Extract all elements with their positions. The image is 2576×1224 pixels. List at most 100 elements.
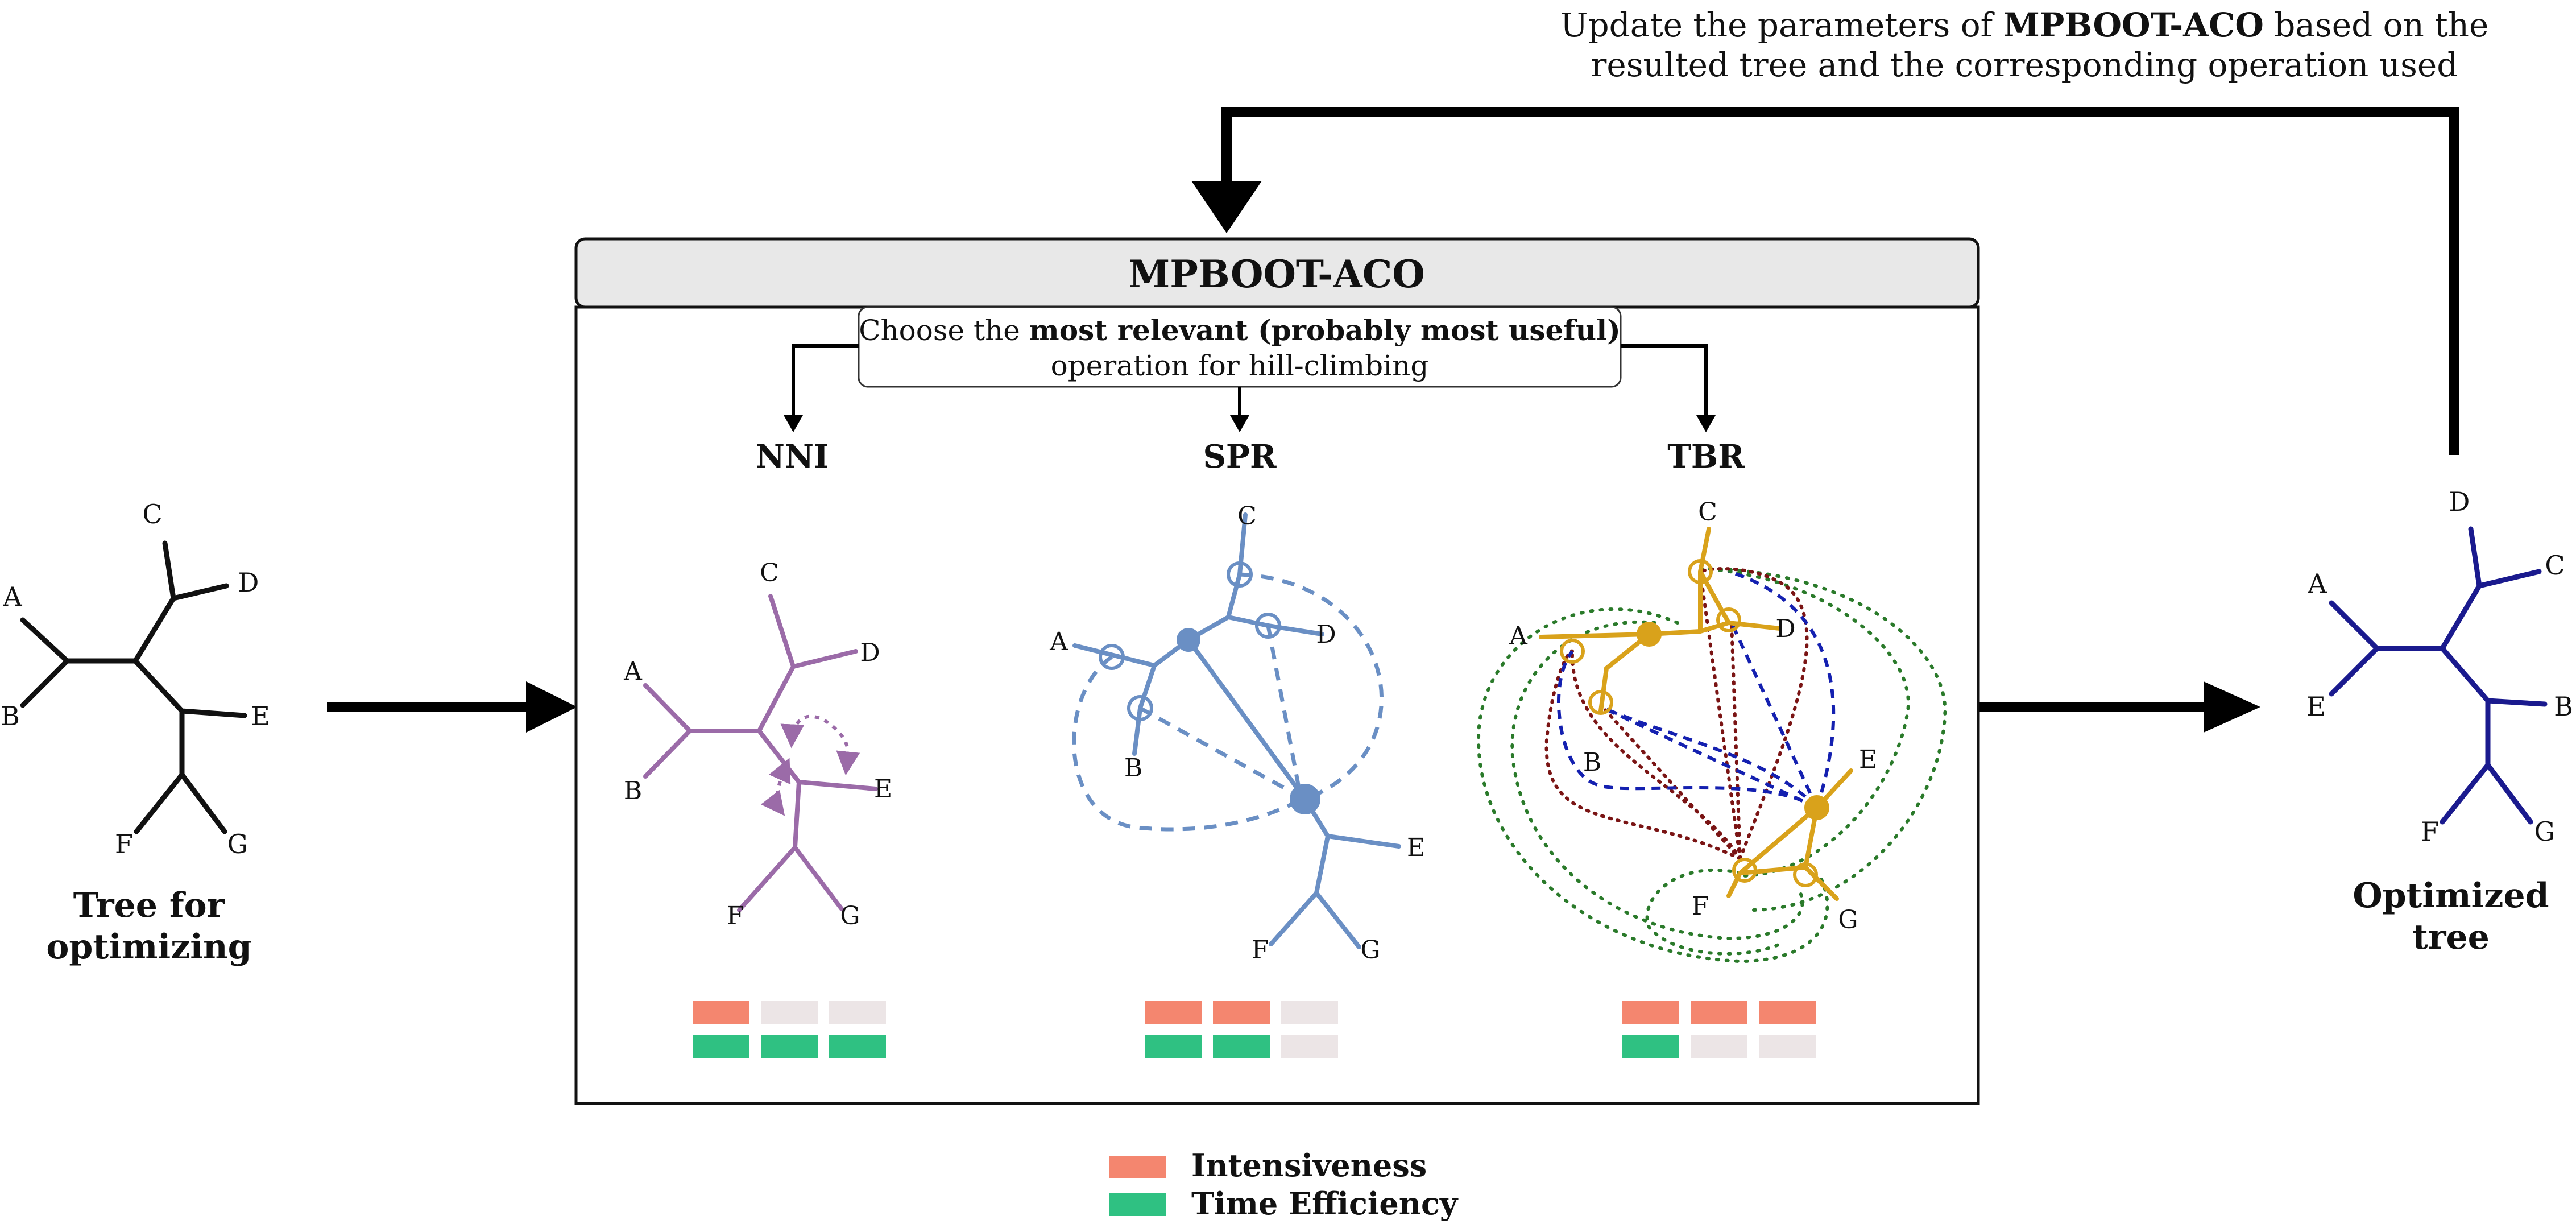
nni-leaf-label: E	[874, 775, 892, 804]
feedback-text-line2: resulted tree and the corresponding oper…	[1591, 46, 2458, 84]
nni-intensiveness-segment	[829, 1001, 886, 1024]
spr-leaf-label: G	[1360, 936, 1380, 965]
flow-arrows	[327, 681, 2260, 733]
spr-candidate-node	[1255, 613, 1281, 639]
input-leaf-label: B	[1, 701, 20, 731]
input-arrow-head	[526, 681, 577, 733]
nni-intensiveness-segment	[761, 1001, 818, 1024]
tbr-green-path	[1510, 620, 1804, 941]
branch-arrow-nni	[792, 344, 859, 418]
spr-move-path	[1139, 706, 1301, 799]
operation-name-spr: SPR	[1203, 438, 1277, 475]
tbr-candidate-node	[1732, 858, 1757, 883]
legend-intensiveness-swatch	[1109, 1156, 1166, 1178]
spr-internal-node	[1177, 628, 1200, 652]
input-tree-caption-line2: optimizing	[46, 927, 251, 967]
nni-leaf-label: F	[727, 902, 744, 931]
output-tree	[2329, 526, 2548, 825]
nni-time-efficiency-segment	[829, 1035, 886, 1058]
nni-leaf-labels: A B C D E F G	[623, 559, 892, 931]
tbr-blue-path	[1557, 650, 1818, 809]
output-leaf-label: E	[2306, 691, 2326, 722]
nni-leaf-label: C	[760, 559, 779, 588]
tbr-candidate-node	[1560, 639, 1585, 664]
nni-leaf-label: A	[623, 657, 643, 686]
spr-candidate-node	[1127, 695, 1153, 721]
spr-intensiveness-segment	[1213, 1001, 1270, 1024]
input-leaf-label: F	[115, 829, 133, 859]
spr-intensiveness-segment	[1281, 1001, 1338, 1024]
branch-arrow-tbr	[1621, 344, 1708, 418]
input-leaf-label: C	[142, 499, 162, 530]
tbr-green-path	[1476, 607, 1829, 964]
legend: Intensiveness Time Efficiency	[1109, 1147, 1459, 1222]
nni-leaf-label: G	[840, 902, 860, 931]
spr-time-efficiency-segment	[1145, 1035, 1202, 1058]
tbr-red-path	[1699, 567, 1809, 861]
tbr-candidate-node	[1588, 690, 1613, 715]
nni-swap-arrow	[780, 714, 860, 776]
spr-move-path	[1239, 572, 1384, 801]
tbr-leaf-label: A	[1509, 622, 1528, 651]
nni-time-efficiency-segment	[761, 1035, 818, 1058]
tbr-tree	[1539, 527, 1853, 901]
tbr-red-dotted	[1544, 567, 1809, 861]
tbr-blue-path	[1602, 706, 1818, 809]
branch-arrowhead-nni	[784, 415, 803, 432]
tbr-leaf-label: C	[1698, 498, 1717, 527]
score-bars	[693, 1001, 1816, 1058]
tbr-blue-path	[1602, 706, 1819, 809]
spr-leaf-label: E	[1407, 833, 1425, 862]
input-leaf-label: A	[2, 581, 22, 612]
feedback-loop: Update the parameters of MPBOOT-ACO base…	[1191, 6, 2488, 455]
tbr-candidate-node	[1793, 862, 1818, 887]
feedback-arrow-head	[1191, 181, 1262, 233]
output-tree-caption-line1: Optimized	[2353, 876, 2549, 916]
tbr-time-efficiency-segment	[1622, 1035, 1679, 1058]
spr-time-efficiency-segment	[1281, 1035, 1338, 1058]
operation-name-nni: NNI	[756, 438, 829, 475]
tbr-blue-path	[1730, 622, 1819, 809]
tbr-candidate-node	[1716, 607, 1741, 632]
legend-time-efficiency-label: Time Efficiency	[1191, 1185, 1459, 1222]
legend-intensiveness-label: Intensiveness	[1191, 1147, 1427, 1184]
spr-leaf-label: D	[1316, 620, 1336, 649]
branch-arrowhead-spr	[1230, 415, 1249, 432]
tbr-red-path	[1699, 570, 1742, 861]
spr-candidate-node	[1227, 561, 1253, 588]
output-leaf-label: A	[2307, 568, 2327, 599]
tbr-leaf-label: G	[1838, 905, 1858, 934]
spr-leaf-label: A	[1049, 627, 1068, 656]
nni-tree	[643, 594, 878, 912]
nni-leaf-label: B	[624, 776, 642, 805]
spr-leaf-label: C	[1237, 502, 1257, 531]
branch-arrowhead-tbr	[1696, 415, 1716, 432]
input-tree-labels: A B C D E F G	[1, 499, 270, 859]
tbr-internal-node	[1637, 622, 1662, 647]
input-tree-caption-line1: Tree for	[73, 886, 226, 925]
spr-move-path	[1266, 625, 1302, 791]
legend-time-efficiency-swatch	[1109, 1193, 1166, 1216]
tbr-green-path	[1699, 567, 1910, 878]
choose-text-line2: operation for hill-climbing	[1051, 349, 1429, 382]
tbr-internal-node	[1804, 795, 1829, 820]
tbr-red-path	[1570, 650, 1742, 861]
tbr-leaf-label: B	[1583, 748, 1601, 777]
input-leaf-label: E	[251, 701, 270, 731]
tbr-blue-path	[1728, 570, 1836, 808]
tbr-green-path	[1645, 868, 1782, 956]
spr-dashed-paths	[1072, 572, 1384, 832]
input-tree	[20, 540, 247, 834]
nni-swap-arrows	[760, 714, 860, 816]
tbr-leaf-labels: A B C D E F G	[1509, 498, 1877, 934]
spr-reattach-node	[1290, 784, 1320, 814]
choose-text-line1: Choose the most relevant (probably most …	[859, 313, 1621, 347]
output-tree-caption-line2: tree	[2412, 917, 2490, 957]
output-leaf-label: D	[2449, 486, 2470, 517]
spr-tree	[1072, 512, 1401, 949]
tbr-leaf-label: D	[1775, 614, 1795, 643]
nni-time-efficiency-segment	[693, 1035, 749, 1058]
spr-move-path	[1072, 655, 1298, 832]
mpboot-aco-panel: MPBOOT-ACO Choose the most relevant (pro…	[574, 237, 1980, 1105]
tbr-time-efficiency-segment	[1691, 1035, 1747, 1058]
